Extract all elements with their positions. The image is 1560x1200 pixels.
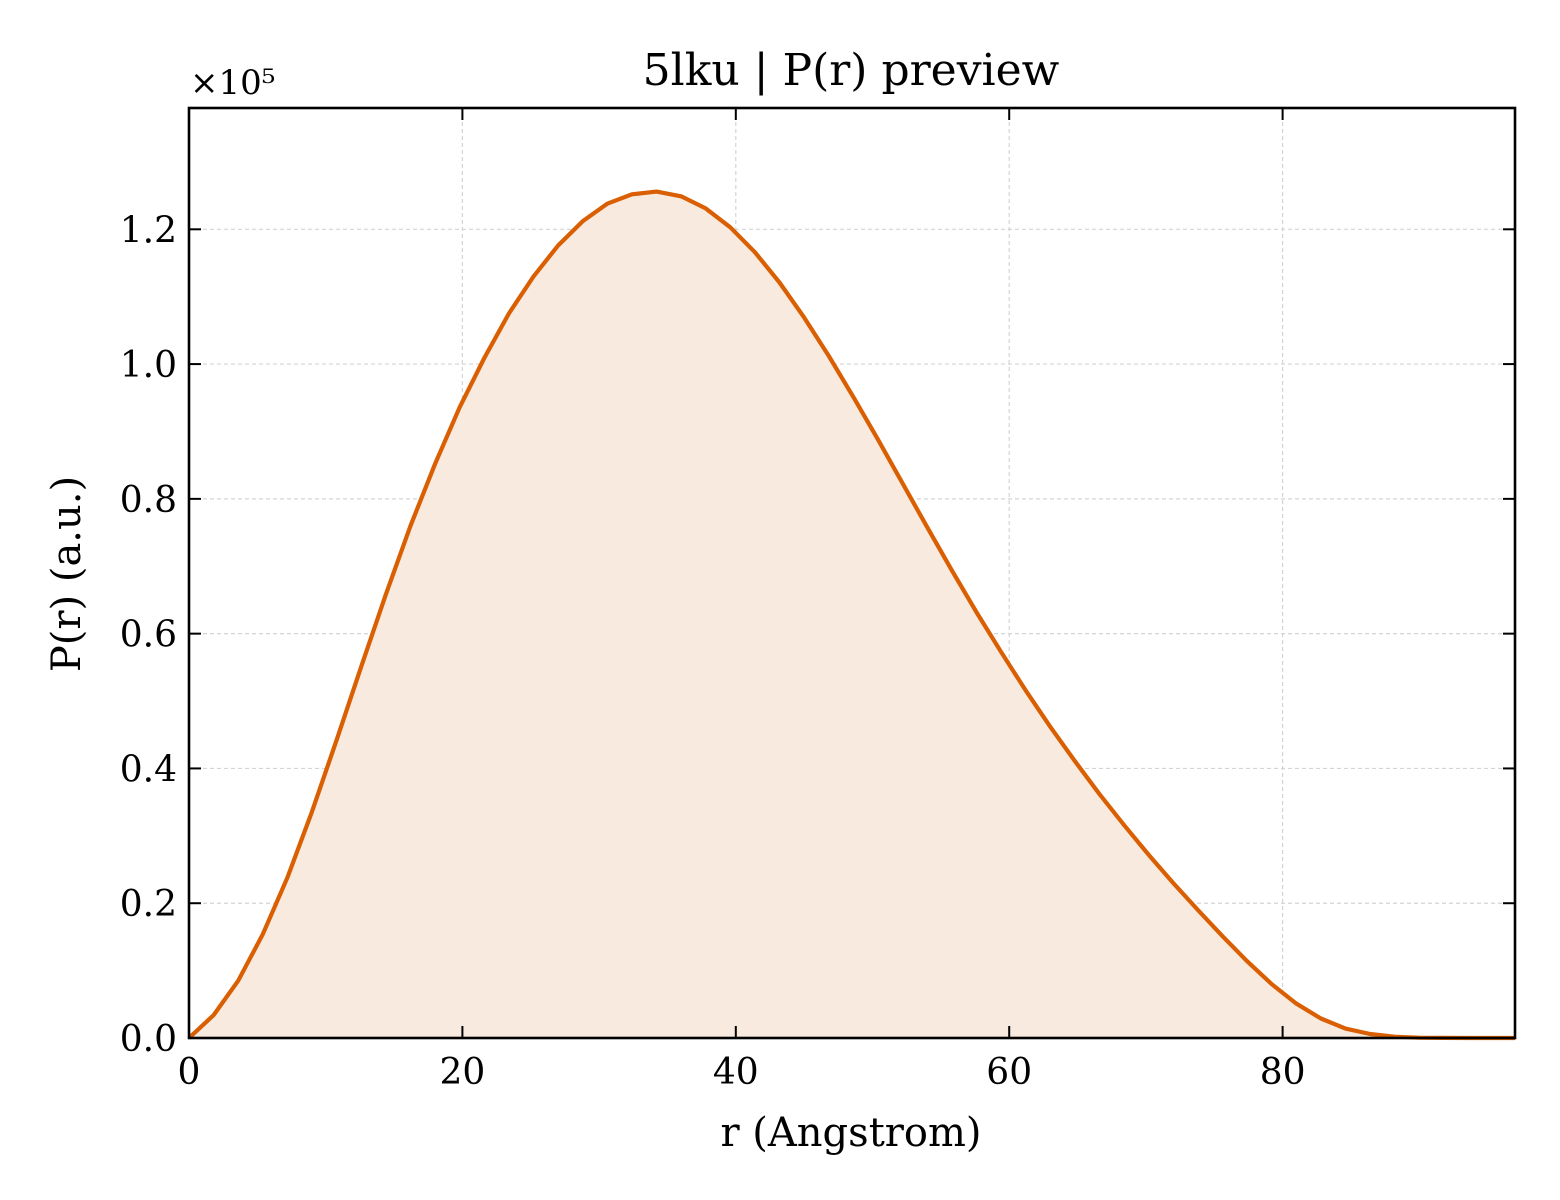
y-tick-label: 1.2 <box>120 210 177 251</box>
series-line <box>187 189 1515 1041</box>
x-tick-label: 20 <box>439 1052 485 1093</box>
axis-ticks: 0 20 40 60 80 0.0 0.2 0.4 0.6 0.8 1.0 1.2 <box>120 108 1515 1093</box>
y-multiplier-label: ×10⁵ <box>190 63 275 103</box>
y-tick-label: 0.8 <box>120 480 177 521</box>
y-tick-label: 0.0 <box>120 1019 177 1060</box>
x-tick-label: 80 <box>1260 1052 1306 1093</box>
y-tick-label: 1.0 <box>120 345 177 386</box>
plot-frame <box>187 106 1517 1040</box>
y-tick-label: 0.2 <box>120 884 177 925</box>
y-axis-label: P(r) (a.u.) <box>44 476 90 672</box>
y-tick-label: 0.6 <box>120 615 177 656</box>
x-tick-label: 60 <box>986 1052 1032 1093</box>
x-axis-label: r (Angstrom) <box>720 1110 981 1156</box>
x-tick-label: 0 <box>178 1052 201 1093</box>
chart-title: 5lku | P(r) preview <box>643 45 1060 96</box>
y-tick-label: 0.4 <box>120 749 177 790</box>
area-fill <box>189 191 1515 1039</box>
x-tick-label: 40 <box>713 1052 759 1093</box>
